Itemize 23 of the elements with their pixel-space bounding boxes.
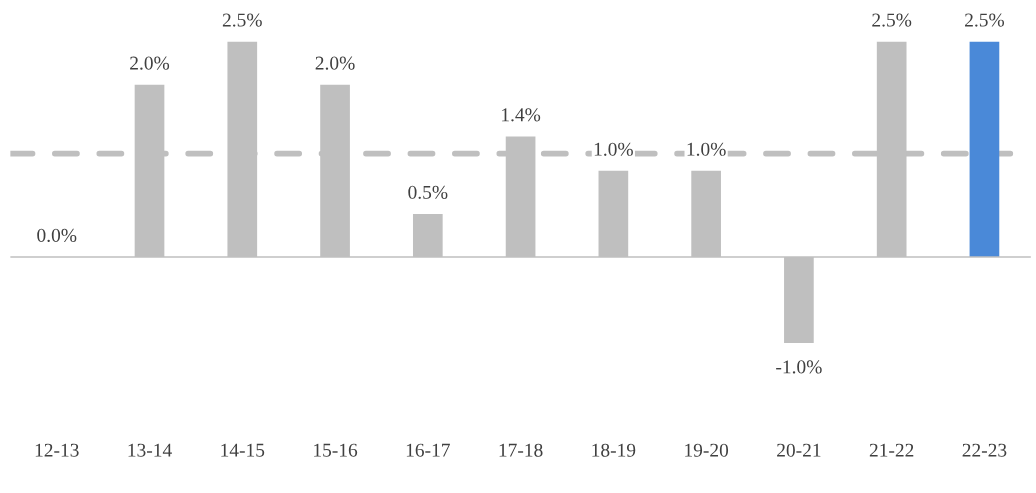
x-tick-label: 17-18 [499,443,543,457]
x-tick-label: 16-17 [406,443,450,457]
x-tick-label: 13-14 [128,443,172,457]
data-label: 2.5% [965,13,1005,27]
data-label: 1.0% [594,142,633,156]
x-tick-label: 14-15 [221,443,265,457]
data-label: 2.5% [872,13,912,27]
x-tick-label: 15-16 [314,443,358,457]
data-label: 0.0% [37,228,77,243]
data-label: 2.0% [130,56,170,70]
x-tick-label: 18-19 [592,443,636,457]
data-label: 2.5% [222,13,262,27]
data-label: 1.0% [687,142,726,156]
x-tick-label: 20-21 [777,443,821,457]
bar [969,41,1000,257]
data-label: 0.5% [408,185,448,199]
data-label: 1.4% [502,108,541,122]
x-tick-label: 12-13 [35,443,79,457]
data-label: 2.0% [315,56,355,70]
data-label: -1.0% [776,360,822,374]
x-tick-label: 22-23 [962,443,1007,457]
x-tick-label: 19-20 [685,443,729,457]
x-tick-label: 21-22 [869,443,914,457]
